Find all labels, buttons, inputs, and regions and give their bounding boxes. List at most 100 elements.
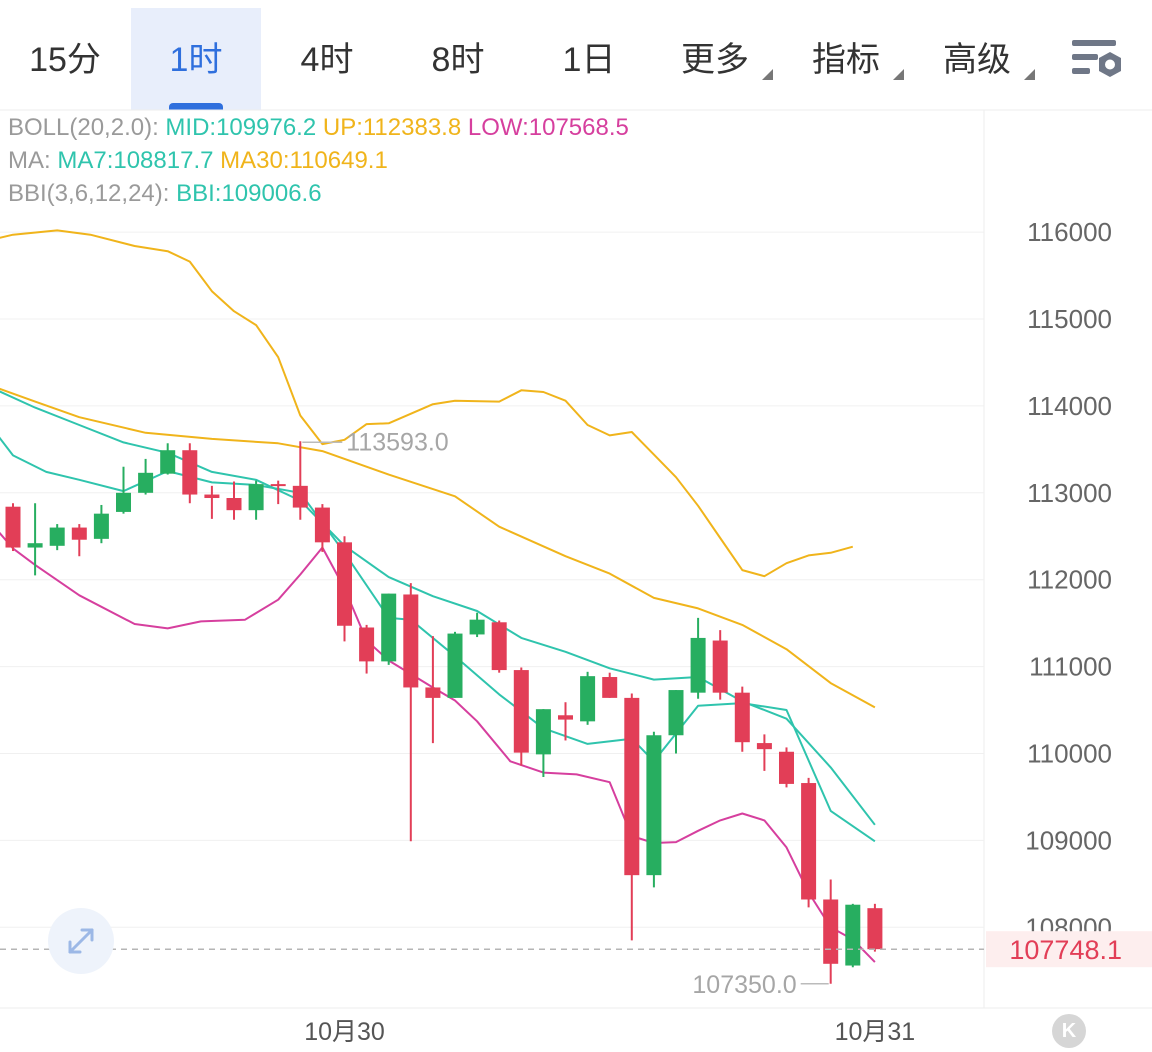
ma-label: MA: xyxy=(8,147,51,174)
chart-annotations: 107748.1 113593.0 107350.0 xyxy=(0,428,1152,999)
candle-body xyxy=(845,904,861,966)
k-letter-icon: K xyxy=(1061,1020,1077,1042)
ma7-value: MA7:108817.7 xyxy=(57,147,214,174)
price-tick-label: 115000 xyxy=(1027,304,1112,334)
low-value-label: 107350.0 xyxy=(692,971,796,999)
price-tick-label: 116000 xyxy=(1027,217,1112,247)
price-tick-label: 110000 xyxy=(1027,739,1112,769)
boll-low-value: LOW:107568.5 xyxy=(467,114,629,141)
last-price-label: 107748.1 xyxy=(1009,935,1122,965)
dropdown-triangle-icon xyxy=(762,69,773,80)
candle-body xyxy=(248,484,264,511)
ma30-value: MA30:110649.1 xyxy=(220,147,388,174)
fullscreen-expand-button[interactable] xyxy=(48,908,114,974)
tab-advanced[interactable]: 高级 xyxy=(917,8,1037,110)
price-tick-label: 111000 xyxy=(1029,652,1112,682)
candle-body xyxy=(270,484,286,487)
boll-legend: BOLL(20,2.0): MID:109976.2 UP:112383.8 L… xyxy=(8,114,629,142)
candle-body xyxy=(712,640,728,693)
candle-body xyxy=(93,513,109,539)
tab-label: 4时 xyxy=(300,41,354,79)
boll-mid-value: MID:109976.2 xyxy=(165,114,317,141)
price-tick-label: 109000 xyxy=(1025,825,1112,855)
candle-body xyxy=(624,697,640,876)
tab-label: 高级 xyxy=(943,41,1011,79)
candle-body xyxy=(580,676,596,722)
dropdown-triangle-icon xyxy=(1024,69,1035,80)
tab-label: 更多 xyxy=(681,41,749,79)
candle-body xyxy=(425,687,441,698)
tab-label: 1时 xyxy=(169,41,223,79)
price-tick-label: 113000 xyxy=(1027,478,1112,508)
tab-1hour[interactable]: 1时 xyxy=(131,8,261,110)
tab-1day[interactable]: 1日 xyxy=(524,8,654,110)
candle-body xyxy=(226,498,242,511)
candle-body xyxy=(71,527,87,540)
candle-body xyxy=(734,692,750,743)
candle-body xyxy=(204,494,220,499)
expand-arrows-icon xyxy=(68,928,94,954)
boll-up-line xyxy=(0,229,854,578)
candle-body xyxy=(756,743,772,750)
tab-label: 8时 xyxy=(431,41,485,79)
candle-body xyxy=(535,709,551,755)
candle-body xyxy=(5,506,21,548)
candle-body xyxy=(513,670,529,753)
last-price-tag xyxy=(986,931,1152,968)
active-tab-indicator xyxy=(169,103,223,110)
candle-body xyxy=(779,751,794,784)
candle-body xyxy=(690,637,706,693)
tab-label: 1日 xyxy=(562,41,616,79)
candle-body xyxy=(447,633,463,698)
candle-body xyxy=(27,543,43,548)
tab-4hour[interactable]: 4时 xyxy=(262,8,392,110)
bbi-label: BBI(3,6,12,24): xyxy=(8,180,170,207)
tab-indicators[interactable]: 指标 xyxy=(786,8,906,110)
candle-body xyxy=(381,593,397,662)
candle-body xyxy=(491,622,507,671)
candle-body xyxy=(49,527,65,546)
tab-label: 指标 xyxy=(812,41,880,79)
kline-toggle-button[interactable]: K xyxy=(1052,1014,1086,1048)
bbi-legend: BBI(3,6,12,24): BBI:109006.6 xyxy=(8,180,322,208)
bbi-value: BBI:109006.6 xyxy=(176,180,322,207)
candle-body xyxy=(138,472,154,493)
candle-body xyxy=(359,627,375,662)
candle-series xyxy=(5,441,883,984)
ma30-line xyxy=(0,387,876,709)
candle-body xyxy=(867,908,883,950)
candle-body xyxy=(314,507,330,543)
boll-up-value: UP:112383.8 xyxy=(322,114,462,141)
ma7-line xyxy=(0,390,876,826)
period-tab-bar: 15分 1时 4时 8时 1日 更多 指标 高级 xyxy=(0,0,1152,110)
price-axis: 116000 115000 114000 113000 112000 111000 1100… xyxy=(1025,217,1112,942)
high-value-label: 113593.0 xyxy=(346,428,448,456)
candle-body xyxy=(116,492,131,512)
chart-settings-icon[interactable] xyxy=(1068,38,1126,82)
candle-body xyxy=(469,619,485,635)
tab-15min[interactable]: 15分 xyxy=(0,8,130,110)
dropdown-triangle-icon xyxy=(893,69,904,80)
tab-8hour[interactable]: 8时 xyxy=(393,8,523,110)
candle-body xyxy=(160,450,176,474)
tab-label: 15分 xyxy=(29,41,101,79)
price-tick-label: 114000 xyxy=(1027,391,1112,421)
tab-more[interactable]: 更多 xyxy=(655,8,775,110)
boll-low-line xyxy=(0,531,876,963)
candle-body xyxy=(646,735,662,876)
candle-body xyxy=(558,715,573,720)
candle-body xyxy=(668,690,684,736)
candle-body xyxy=(403,594,419,688)
candle-body xyxy=(337,542,352,626)
candle-body xyxy=(292,485,308,508)
time-tick-label: 10月31 xyxy=(835,1018,916,1046)
candle-body xyxy=(801,783,817,900)
candle-body xyxy=(602,677,618,698)
indicator-lines xyxy=(0,229,876,963)
chart-grid xyxy=(0,109,1152,1009)
candle-body xyxy=(182,450,198,495)
time-axis: 10月30 10月31 xyxy=(304,1018,915,1046)
ma-legend: MA: MA7:108817.7 MA30:110649.1 xyxy=(8,147,388,175)
price-tick-label: 112000 xyxy=(1027,565,1112,595)
